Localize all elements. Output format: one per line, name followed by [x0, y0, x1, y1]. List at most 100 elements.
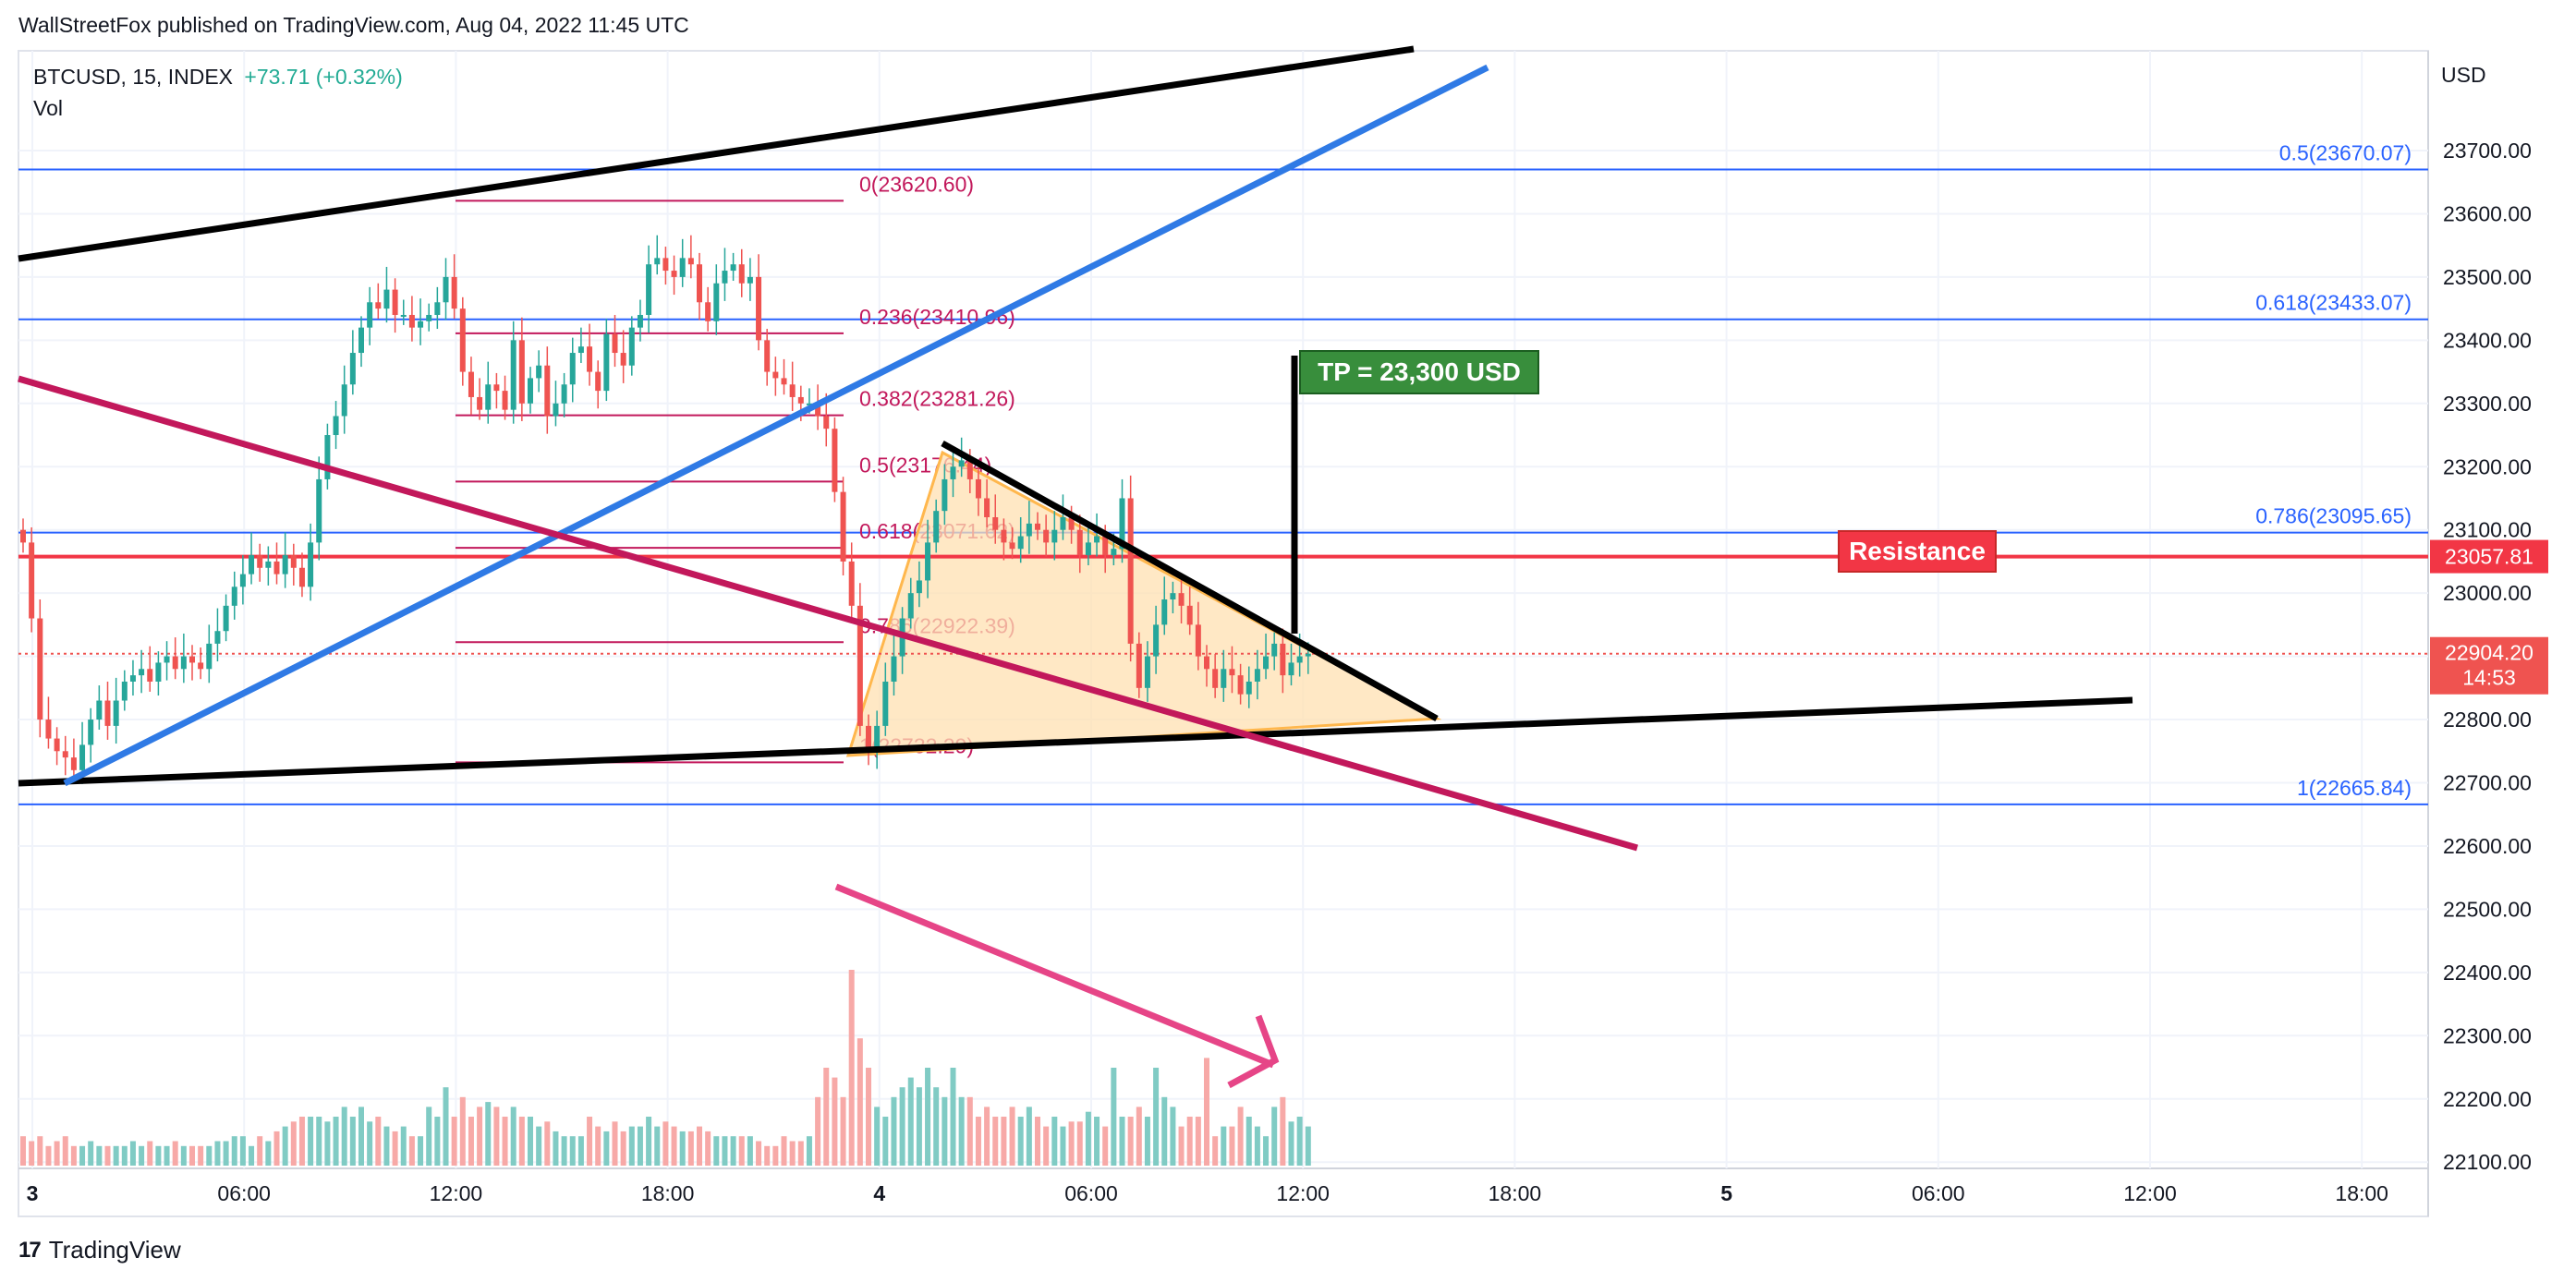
- candle-body: [1102, 536, 1109, 556]
- volume-bar: [654, 1126, 661, 1166]
- channel-top-line[interactable]: [18, 45, 1415, 262]
- volume-bar: [155, 1145, 162, 1166]
- volume-bar: [866, 1068, 871, 1166]
- candle-body: [738, 264, 745, 284]
- volume-bar: [493, 1107, 500, 1166]
- time-axis[interactable]: 3 06:00 12:00 18:00 4 06:00 12:00 18:00 5 06:00 12…: [27, 1181, 2388, 1205]
- candle-body: [129, 675, 136, 682]
- candle-body: [1170, 593, 1176, 599]
- candle-body: [891, 656, 897, 682]
- volume-bar: [637, 1126, 643, 1166]
- volume-bar: [45, 1145, 52, 1166]
- candle-body: [679, 258, 686, 277]
- candle-body: [747, 276, 753, 284]
- currency-label: USD: [2441, 63, 2486, 87]
- volume-bar: [1051, 1117, 1058, 1166]
- volume-legend[interactable]: Vol: [33, 96, 63, 120]
- volume-bar: [298, 1117, 305, 1166]
- candle-body: [528, 378, 533, 404]
- symbol-legend[interactable]: BTCUSD, 15, INDEX +73.71 (+0.32%): [33, 65, 403, 90]
- candle-body: [1288, 662, 1294, 676]
- volume-bar: [1119, 1117, 1125, 1166]
- channel-bottom-line[interactable]: [18, 696, 2133, 787]
- candle-body: [443, 276, 449, 303]
- volume-bar: [375, 1117, 382, 1166]
- resistance-label-box[interactable]: [1838, 530, 1997, 573]
- candle-body: [1271, 643, 1278, 657]
- volume-bar: [29, 1141, 35, 1166]
- volume-bar: [1043, 1126, 1050, 1166]
- x-tick-label: 18:00: [1488, 1181, 1542, 1205]
- volume-bar: [1204, 1058, 1209, 1166]
- volume-bar: [1127, 1117, 1134, 1166]
- volume-bar: [882, 1117, 889, 1166]
- y-tick-label: 23600.00: [2443, 201, 2532, 225]
- volume-bar: [290, 1121, 297, 1166]
- volume-bar: [612, 1121, 618, 1166]
- candle-body: [1009, 542, 1015, 550]
- candle-body: [493, 384, 500, 392]
- candle-body: [612, 333, 618, 354]
- fib-level-label: 0.382(23281.26): [859, 387, 1015, 411]
- candle-body: [595, 371, 601, 392]
- fib-level-label: 1(22665.84): [2297, 776, 2412, 800]
- volume-bar: [341, 1107, 347, 1166]
- volume-bar: [434, 1117, 441, 1166]
- volume-decline-arrow[interactable]: [834, 883, 1275, 1069]
- candle-body: [426, 314, 432, 321]
- candle-body: [155, 662, 162, 682]
- triangle-upper-line[interactable]: [941, 440, 1439, 722]
- candle-body: [231, 587, 237, 606]
- candle-body: [975, 478, 981, 499]
- arrow-head-icon: [1227, 1014, 1280, 1089]
- candle-body: [756, 276, 762, 341]
- candle-body: [37, 618, 43, 720]
- candle-body: [671, 271, 677, 277]
- candle-body: [206, 643, 213, 670]
- blue-trend-line[interactable]: [63, 64, 1489, 787]
- volume-bar: [324, 1121, 331, 1166]
- candle-body: [840, 491, 846, 562]
- volume-bar: [96, 1145, 103, 1166]
- candle-body: [950, 466, 956, 479]
- resistance-price-tag: [2430, 539, 2548, 574]
- volume-bar: [1271, 1107, 1278, 1166]
- volume-bar: [992, 1117, 999, 1166]
- volume-bar: [443, 1087, 449, 1166]
- tp-label-box[interactable]: [1299, 350, 1539, 394]
- volume-bar: [756, 1141, 762, 1166]
- volume-bar: [1212, 1136, 1219, 1166]
- candle-body: [290, 555, 297, 568]
- candle-body: [172, 656, 178, 670]
- descending-trend-line[interactable]: [18, 375, 1638, 852]
- candle-body: [1186, 605, 1193, 625]
- candle-body: [662, 258, 669, 272]
- candle-body: [113, 700, 119, 726]
- candle-body: [485, 384, 492, 410]
- volume-bar: [1017, 1117, 1024, 1166]
- candle-body: [139, 669, 145, 676]
- candle-body: [392, 289, 398, 315]
- candle-body: [341, 384, 347, 417]
- tp-label: TP = 23,300 USD: [1318, 357, 1521, 386]
- volume-bar: [671, 1126, 677, 1166]
- volume-bar: [848, 970, 855, 1166]
- candle-body: [477, 396, 483, 410]
- candle-body: [1254, 669, 1260, 682]
- volume-bar: [925, 1068, 931, 1166]
- volume-bar: [840, 1096, 846, 1166]
- volume-bar: [1001, 1117, 1007, 1166]
- fib-level-label: 0.786(23095.65): [2255, 504, 2412, 528]
- volume-bar: [1237, 1107, 1244, 1166]
- fib-retracement-right[interactable]: 0.5(23670.07) 0.618(23433.07) 0.786(23095.…: [18, 140, 2428, 805]
- triangle-pattern[interactable]: [845, 450, 1442, 757]
- volume-bar: [308, 1117, 314, 1166]
- candle-body: [1245, 681, 1252, 695]
- candle-body: [866, 725, 871, 752]
- tradingview-footer[interactable]: 17 TradingView: [18, 1236, 181, 1264]
- volume-bar: [628, 1126, 635, 1166]
- fib-level-label: 0.618(23433.07): [2255, 291, 2412, 315]
- volume-bar: [933, 1087, 940, 1166]
- candle-body: [249, 555, 255, 574]
